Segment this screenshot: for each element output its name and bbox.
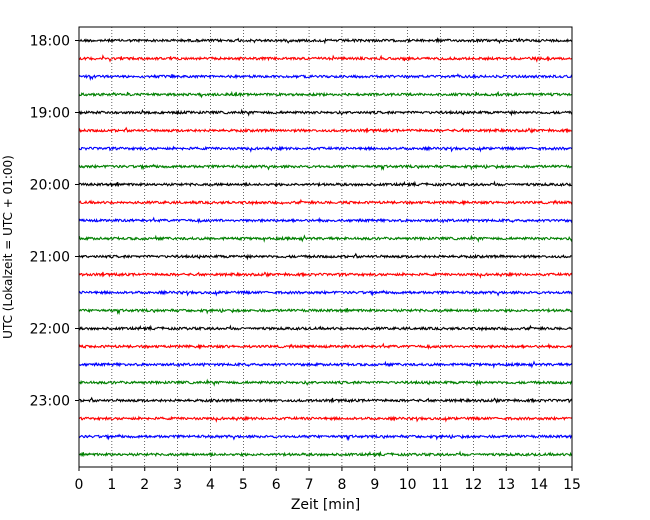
x-tick-label: 8 [337, 477, 346, 493]
y-tick-label: 21:00 [30, 250, 70, 266]
x-tick-label: 0 [75, 477, 84, 493]
trace-2245 [78, 378, 573, 387]
x-tick-label: 2 [140, 477, 149, 493]
x-tick-label: 6 [272, 477, 281, 493]
x-axis-title: Zeit [min] [291, 497, 360, 513]
trace-1945 [78, 163, 573, 171]
trace-2000 [78, 180, 573, 188]
trace-1845 [78, 90, 573, 99]
traces [78, 37, 573, 458]
x-tick-label: 7 [305, 477, 314, 493]
y-tick-label: 23:00 [30, 394, 70, 410]
trace-1830 [78, 73, 573, 81]
trace-1930 [78, 145, 573, 153]
x-tick-label: 11 [432, 477, 450, 493]
plot-frame [78, 26, 573, 468]
y-axis: 18:00 19:00 20:00 21:00 22:00 23:00 [30, 34, 79, 410]
x-tick-label: 12 [464, 477, 482, 493]
x-axis: 0 1 2 3 4 5 6 7 8 9 10 11 12 13 14 15 [75, 467, 581, 493]
trace-1800 [78, 37, 573, 45]
x-tick-label: 1 [107, 477, 116, 493]
trace-2230 [78, 360, 573, 369]
trace-2200 [78, 324, 573, 332]
x-tick-label: 15 [563, 477, 581, 493]
trace-2030 [78, 216, 573, 224]
x-tick-label: 9 [370, 477, 379, 493]
trace-2130 [78, 289, 573, 297]
x-tick-label: 5 [239, 477, 248, 493]
trace-2045 [78, 234, 573, 243]
y-tick-label: 19:00 [30, 106, 70, 122]
trace-1900 [78, 108, 573, 117]
x-tick-label: 14 [530, 477, 548, 493]
trace-1915 [78, 126, 573, 134]
trace-2115 [78, 271, 573, 279]
x-tick-label: 3 [173, 477, 182, 493]
y-tick-label: 20:00 [30, 178, 70, 194]
trace-2100 [78, 252, 573, 261]
trace-1815 [78, 54, 573, 63]
x-tick-label: 10 [399, 477, 417, 493]
x-tick-label: 13 [497, 477, 515, 493]
trace-2315 [78, 415, 573, 423]
trace-2145 [78, 307, 573, 316]
trace-2015 [78, 198, 573, 206]
trace-2215 [78, 342, 573, 350]
vertical-grid [111, 27, 540, 467]
x-tick-label: 4 [206, 477, 215, 493]
y-axis-title: UTC (Lokalzeit = UTC + 01:00) [1, 155, 15, 339]
trace-2300 [78, 396, 573, 404]
y-tick-label: 18:00 [30, 34, 70, 50]
trace-2345 [78, 450, 573, 458]
trace-2330 [78, 433, 573, 442]
y-tick-label: 22:00 [30, 322, 70, 338]
